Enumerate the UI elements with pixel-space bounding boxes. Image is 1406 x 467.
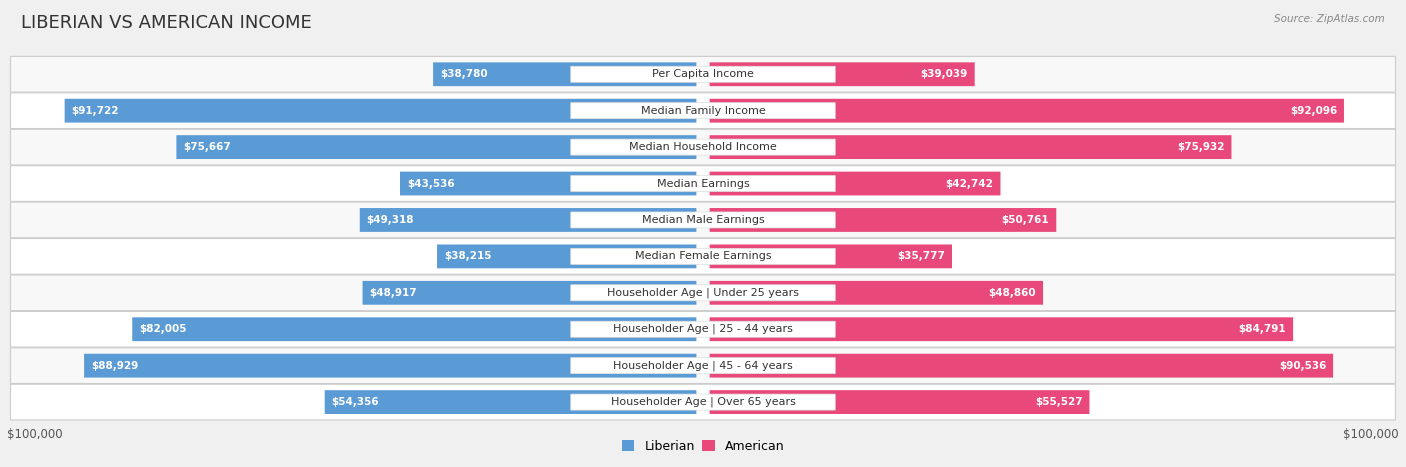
Text: Median Male Earnings: Median Male Earnings — [641, 215, 765, 225]
Text: $43,536: $43,536 — [406, 178, 454, 189]
FancyBboxPatch shape — [10, 311, 1396, 347]
Text: Householder Age | Over 65 years: Householder Age | Over 65 years — [610, 397, 796, 407]
FancyBboxPatch shape — [571, 248, 835, 264]
FancyBboxPatch shape — [10, 202, 1396, 238]
Text: Per Capita Income: Per Capita Income — [652, 69, 754, 79]
FancyBboxPatch shape — [363, 281, 696, 305]
FancyBboxPatch shape — [433, 62, 696, 86]
Text: $75,932: $75,932 — [1177, 142, 1225, 152]
Text: $54,356: $54,356 — [332, 397, 380, 407]
Text: Median Female Earnings: Median Female Earnings — [634, 251, 772, 262]
FancyBboxPatch shape — [399, 171, 696, 196]
Text: Householder Age | 45 - 64 years: Householder Age | 45 - 64 years — [613, 361, 793, 371]
FancyBboxPatch shape — [710, 62, 974, 86]
Text: $38,780: $38,780 — [440, 69, 488, 79]
Text: Median Family Income: Median Family Income — [641, 106, 765, 116]
FancyBboxPatch shape — [710, 171, 1001, 196]
FancyBboxPatch shape — [571, 212, 835, 228]
FancyBboxPatch shape — [710, 99, 1344, 123]
Text: Median Household Income: Median Household Income — [628, 142, 778, 152]
Text: $39,039: $39,039 — [921, 69, 967, 79]
FancyBboxPatch shape — [571, 321, 835, 337]
Text: $92,096: $92,096 — [1289, 106, 1337, 116]
FancyBboxPatch shape — [176, 135, 696, 159]
FancyBboxPatch shape — [710, 281, 1043, 305]
FancyBboxPatch shape — [10, 275, 1396, 311]
FancyBboxPatch shape — [710, 390, 1090, 414]
Text: $84,791: $84,791 — [1239, 324, 1286, 334]
Text: LIBERIAN VS AMERICAN INCOME: LIBERIAN VS AMERICAN INCOME — [21, 14, 312, 32]
FancyBboxPatch shape — [571, 139, 835, 155]
Text: Householder Age | Under 25 years: Householder Age | Under 25 years — [607, 288, 799, 298]
Text: Householder Age | 25 - 44 years: Householder Age | 25 - 44 years — [613, 324, 793, 334]
FancyBboxPatch shape — [10, 129, 1396, 165]
FancyBboxPatch shape — [710, 244, 952, 269]
FancyBboxPatch shape — [437, 244, 696, 269]
FancyBboxPatch shape — [325, 390, 696, 414]
Text: $75,667: $75,667 — [183, 142, 231, 152]
FancyBboxPatch shape — [571, 176, 835, 191]
Text: $100,000: $100,000 — [1343, 428, 1399, 440]
Text: $55,527: $55,527 — [1035, 397, 1083, 407]
Text: $82,005: $82,005 — [139, 324, 187, 334]
FancyBboxPatch shape — [571, 66, 835, 82]
FancyBboxPatch shape — [132, 317, 696, 341]
Text: $50,761: $50,761 — [1001, 215, 1049, 225]
Legend: Liberian, American: Liberian, American — [617, 435, 789, 458]
FancyBboxPatch shape — [710, 354, 1333, 378]
Text: $48,917: $48,917 — [370, 288, 418, 298]
FancyBboxPatch shape — [571, 285, 835, 301]
Text: $35,777: $35,777 — [897, 251, 945, 262]
FancyBboxPatch shape — [65, 99, 696, 123]
Text: $91,722: $91,722 — [72, 106, 120, 116]
FancyBboxPatch shape — [710, 135, 1232, 159]
Text: $42,742: $42,742 — [946, 178, 994, 189]
Text: Source: ZipAtlas.com: Source: ZipAtlas.com — [1274, 14, 1385, 24]
Text: $90,536: $90,536 — [1279, 361, 1326, 371]
FancyBboxPatch shape — [84, 354, 696, 378]
FancyBboxPatch shape — [10, 93, 1396, 128]
Text: $38,215: $38,215 — [444, 251, 492, 262]
FancyBboxPatch shape — [571, 358, 835, 374]
FancyBboxPatch shape — [710, 317, 1294, 341]
FancyBboxPatch shape — [10, 57, 1396, 92]
Text: $49,318: $49,318 — [367, 215, 415, 225]
Text: $48,860: $48,860 — [988, 288, 1036, 298]
FancyBboxPatch shape — [360, 208, 696, 232]
Text: $100,000: $100,000 — [7, 428, 63, 440]
FancyBboxPatch shape — [571, 103, 835, 119]
FancyBboxPatch shape — [710, 208, 1056, 232]
FancyBboxPatch shape — [10, 239, 1396, 274]
Text: $88,929: $88,929 — [91, 361, 138, 371]
FancyBboxPatch shape — [10, 384, 1396, 420]
FancyBboxPatch shape — [10, 348, 1396, 383]
FancyBboxPatch shape — [571, 394, 835, 410]
FancyBboxPatch shape — [10, 166, 1396, 201]
Text: Median Earnings: Median Earnings — [657, 178, 749, 189]
